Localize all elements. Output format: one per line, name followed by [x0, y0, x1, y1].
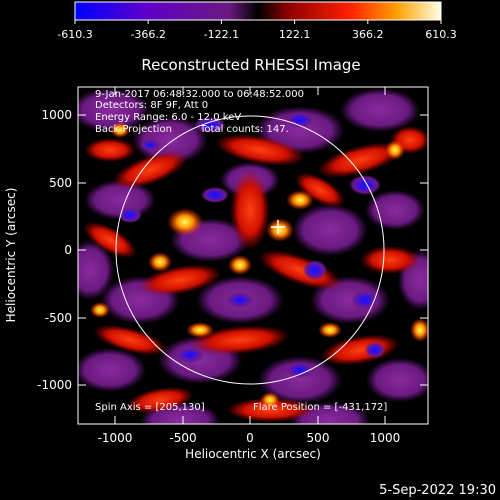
colorbar-tick-label: -610.3 [57, 28, 92, 41]
rhessi-image [78, 87, 428, 424]
plot-title: Reconstructed RHESSI Image [141, 56, 360, 74]
x-tick-label: 0 [246, 431, 254, 445]
annotation-energy: Energy Range: 6.0 - 12.0 keV [95, 112, 241, 123]
annotation-detectors: Detectors: 8F 9F, Att 0 [95, 100, 208, 111]
y-tick-label: -1000 [37, 378, 72, 392]
y-tick-label: 0 [64, 243, 72, 257]
x-tick-label: -500 [169, 431, 196, 445]
y-tick-label: -500 [45, 311, 72, 325]
solar-limb-circle [115, 115, 385, 385]
colorbar-tick-label: -366.2 [130, 28, 165, 41]
annotation-time-range: 9-Jan-2017 06:48:32.000 to 06:48:52.000 [95, 89, 304, 100]
annotation-method: Back Projection [95, 124, 172, 135]
annotation-total-counts: Total counts: 147. [199, 124, 289, 135]
colorbar-tick-label: -122.1 [204, 28, 239, 41]
colorbar-tick-label: 122.1 [279, 28, 311, 41]
x-tick-label: -1000 [98, 431, 133, 445]
x-axis-label: Heliocentric X (arcsec) [185, 447, 321, 461]
y-axis-label: Heliocentric Y (arcsec) [4, 188, 18, 323]
colorbar: -610.3 -366.2 -122.1 122.1 366.2 610.3 [57, 1, 457, 41]
y-tick-label: 1000 [41, 108, 72, 122]
spin-axis-marker [271, 220, 285, 234]
x-axis: -1000 -500 0 500 1000 [98, 87, 401, 445]
x-tick-label: 500 [307, 431, 330, 445]
x-tick-label: 1000 [370, 431, 401, 445]
colorbar-tick-label: 610.3 [425, 28, 457, 41]
y-axis: 1000 500 0 -500 -1000 [37, 108, 428, 392]
annotation-spin-axis: Spin Axis = [205,130] [95, 402, 205, 413]
annotation-flare-position: Flare Position = [-431,172] [253, 402, 387, 413]
colorbar-tick-label: 366.2 [352, 28, 384, 41]
image-annotations: 9-Jan-2017 06:48:32.000 to 06:48:52.000 … [95, 89, 387, 413]
plot-frame [77, 86, 429, 425]
colorbar-gradient [74, 1, 442, 21]
y-tick-label: 500 [49, 176, 72, 190]
footer-timestamp: 5-Sep-2022 19:30 [379, 483, 496, 498]
